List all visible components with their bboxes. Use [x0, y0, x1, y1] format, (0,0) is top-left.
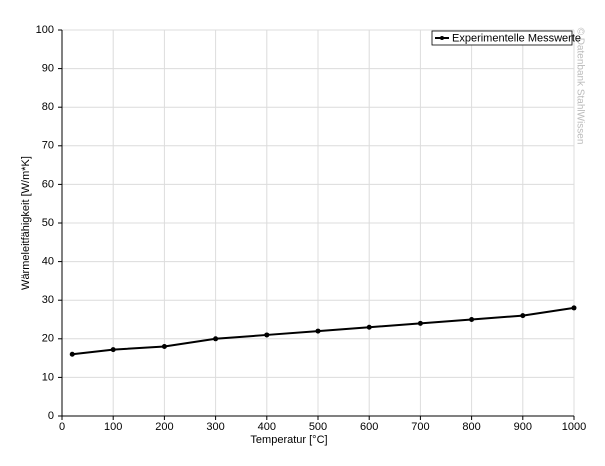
y-tick-label: 60 — [42, 178, 54, 190]
legend-marker — [440, 36, 444, 40]
legend-label: Experimentelle Messwerte — [452, 32, 581, 44]
x-tick-label: 100 — [104, 421, 122, 433]
x-tick-label: 900 — [514, 421, 532, 433]
data-point — [69, 351, 75, 357]
x-tick-label: 300 — [206, 421, 224, 433]
watermark: © Datenbank StahlWissen — [574, 28, 585, 145]
y-tick-label: 80 — [42, 101, 54, 113]
x-axis-label: Temperatur [°C] — [250, 434, 327, 446]
y-axis-label: Wärmeleitfähigkeit [W/m*K] — [20, 156, 32, 290]
x-tick-label: 500 — [309, 421, 327, 433]
data-point — [417, 320, 423, 326]
data-point — [213, 336, 219, 342]
data-point — [110, 347, 116, 353]
y-tick-label: 90 — [42, 63, 54, 75]
y-tick-label: 100 — [36, 24, 54, 36]
y-tick-label: 40 — [42, 256, 54, 268]
x-tick-label: 400 — [258, 421, 276, 433]
data-point — [571, 305, 577, 311]
data-point — [315, 328, 321, 334]
y-tick-label: 30 — [42, 294, 54, 306]
y-tick-label: 10 — [42, 371, 54, 383]
x-tick-label: 800 — [462, 421, 480, 433]
x-tick-label: 700 — [411, 421, 429, 433]
x-tick-label: 600 — [360, 421, 378, 433]
legend-box — [431, 30, 573, 46]
y-tick-label: 50 — [42, 217, 54, 229]
y-tick-label: 70 — [42, 140, 54, 152]
series-line — [72, 306, 575, 356]
y-tick-label: 0 — [48, 410, 54, 422]
y-tick-label: 20 — [42, 333, 54, 345]
data-point — [469, 317, 475, 322]
data-point — [161, 344, 167, 350]
x-tick-label: 1000 — [562, 421, 586, 433]
x-tick-label: 0 — [59, 421, 65, 433]
x-tick-label: 200 — [155, 421, 173, 433]
data-point — [264, 332, 270, 338]
data-point — [366, 324, 372, 330]
data-point — [520, 313, 526, 319]
